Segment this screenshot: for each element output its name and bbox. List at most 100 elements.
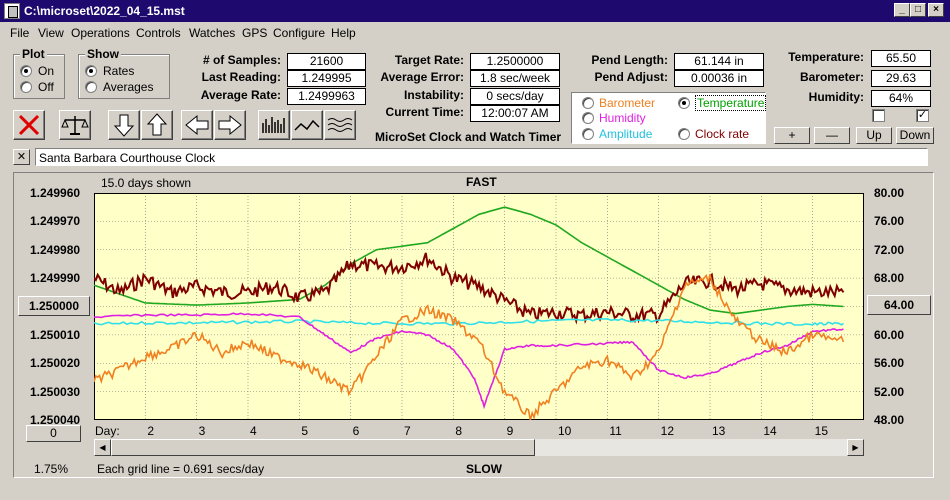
- menu-gps[interactable]: GPS: [242, 26, 268, 40]
- stop-button[interactable]: [13, 110, 45, 140]
- show-averages-label: Averages: [103, 80, 154, 94]
- offset-button[interactable]: 0: [26, 425, 81, 442]
- slow-label: SLOW: [466, 462, 502, 476]
- scroll-thumb[interactable]: [111, 439, 535, 456]
- checkbox-left[interactable]: [872, 109, 885, 122]
- temperature-option-label: Temperature: [695, 95, 767, 111]
- left-axis-tick: 1.250040: [30, 413, 81, 427]
- scale-up-button[interactable]: Up: [856, 127, 892, 144]
- x-axis-tick: 7: [404, 424, 411, 438]
- last-reading-label: Last Reading:: [201, 70, 281, 84]
- left-axis-tick: 1.250030: [30, 384, 81, 399]
- menu-help[interactable]: Help: [331, 26, 356, 40]
- time-scrollbar[interactable]: ◀ ▶: [94, 439, 864, 456]
- right-axis-tick: 60.00: [874, 327, 905, 342]
- left-axis-current-button[interactable]: 1.250000: [18, 296, 90, 316]
- scroll-left-button[interactable]: [181, 110, 213, 140]
- menu-controls[interactable]: Controls: [136, 26, 181, 40]
- show-group: Show: [78, 47, 170, 99]
- close-window-button[interactable]: ×: [928, 3, 944, 17]
- x-axis-tick: 12: [660, 424, 675, 438]
- x-axis-tick: 14: [763, 424, 777, 438]
- right-axis-tick: 80.00: [874, 186, 905, 200]
- temperature-radio[interactable]: [678, 97, 690, 109]
- right-axis-tick: 56.00: [874, 356, 905, 371]
- pend-length-field[interactable]: 61.144 in: [674, 53, 764, 70]
- show-group-title: Show: [85, 47, 121, 61]
- average-error-label: Average Error:: [380, 70, 464, 84]
- line-graph-icon: [294, 119, 320, 131]
- menu-operations[interactable]: Operations: [71, 26, 130, 40]
- show-rates-radio[interactable]: [85, 65, 97, 77]
- left-axis-tick: 1.249970: [30, 214, 81, 229]
- arrow-left-icon: [185, 114, 209, 136]
- scroll-left-arrow[interactable]: ◀: [94, 439, 111, 456]
- menu-watches[interactable]: Watches: [189, 26, 236, 40]
- temperature-label: Temperature:: [788, 50, 864, 64]
- pend-adjust-label: Pend Adjust:: [594, 70, 668, 84]
- samples-field: 21600: [287, 53, 366, 70]
- line-graph-button[interactable]: [291, 110, 323, 140]
- right-axis-current-button[interactable]: 64.00: [867, 295, 931, 315]
- average-error-field: 1.8 sec/week: [470, 70, 560, 87]
- title-bar: C:\microset\2022_04_15.mst _ □ ×: [0, 0, 950, 22]
- app-icon[interactable]: [4, 3, 20, 19]
- plot-group-title: Plot: [20, 47, 47, 61]
- show-averages-radio[interactable]: [85, 81, 97, 93]
- right-axis-tick: 76.00: [874, 214, 905, 229]
- x-axis-tick: 15: [814, 424, 829, 438]
- menu-file[interactable]: File: [10, 26, 30, 40]
- scroll-up-button[interactable]: [141, 110, 173, 140]
- x-axis-tick: 6: [352, 424, 360, 438]
- bar-graph-icon: [262, 117, 285, 133]
- clock-name-field[interactable]: Santa Barbara Courthouse Clock: [35, 148, 928, 166]
- right-axis-tick: 48.00: [874, 413, 905, 427]
- scroll-down-button[interactable]: [108, 110, 140, 140]
- pend-adjust-field: 0.00036 in: [674, 70, 764, 87]
- humidity-radio[interactable]: [582, 112, 594, 124]
- days-shown-label: 15.0 days shown: [101, 176, 192, 190]
- x-axis-tick: 8: [455, 424, 463, 438]
- left-axis-tick: 1.249990: [30, 271, 81, 286]
- menu-view[interactable]: View: [38, 26, 64, 40]
- checkbox-right[interactable]: ✓: [916, 109, 929, 122]
- plot-border: [94, 193, 864, 420]
- left-axis-tick: 1.250020: [30, 356, 81, 371]
- left-axis-tick: 1.249960: [30, 186, 81, 200]
- right-axis-tick: 68.00: [874, 271, 905, 286]
- maximize-button[interactable]: □: [910, 3, 926, 17]
- scale-minus-button[interactable]: —: [814, 127, 850, 144]
- barometer-field: 29.63: [871, 70, 931, 87]
- clock-rate-radio[interactable]: [678, 128, 690, 140]
- clear-name-button[interactable]: ✕: [13, 149, 30, 165]
- scroll-right-arrow[interactable]: ▶: [847, 439, 864, 456]
- sensor-select-panel: [571, 92, 766, 144]
- barometer-radio[interactable]: [582, 97, 594, 109]
- grid-note: Each grid line = 0.691 secs/day: [97, 462, 265, 476]
- humidity-field: 64%: [871, 90, 931, 107]
- app-caption: MicroSet Clock and Watch Timer: [375, 130, 562, 144]
- window-title: C:\microset\2022_04_15.mst: [24, 4, 185, 18]
- plot-off-radio[interactable]: [20, 81, 32, 93]
- amplitude-option-label: Amplitude: [599, 127, 653, 141]
- plot-on-radio[interactable]: [20, 65, 32, 77]
- scroll-right-button[interactable]: [214, 110, 246, 140]
- instability-label: Instability:: [403, 88, 464, 102]
- minimize-button[interactable]: _: [894, 3, 910, 17]
- balance-scale-icon: [61, 116, 89, 135]
- scale-plus-button[interactable]: +: [774, 127, 810, 144]
- arrow-right-icon: [218, 114, 242, 136]
- balance-button[interactable]: [59, 110, 91, 140]
- scale-down-button[interactable]: Down: [896, 127, 934, 144]
- x-axis-tick: 2: [147, 424, 155, 438]
- menu-configure[interactable]: Configure: [273, 26, 326, 40]
- amplitude-radio[interactable]: [582, 128, 594, 140]
- wave-graph-icon: [327, 118, 353, 132]
- chart-plot[interactable]: [94, 193, 864, 420]
- x-axis-tick: 11: [609, 424, 622, 438]
- series-line-humidity: [94, 312, 844, 410]
- target-rate-field[interactable]: 1.2500000: [470, 53, 560, 70]
- day-label: Day:: [95, 424, 120, 438]
- wave-graph-button[interactable]: [324, 110, 356, 140]
- bar-graph-button[interactable]: [258, 110, 290, 140]
